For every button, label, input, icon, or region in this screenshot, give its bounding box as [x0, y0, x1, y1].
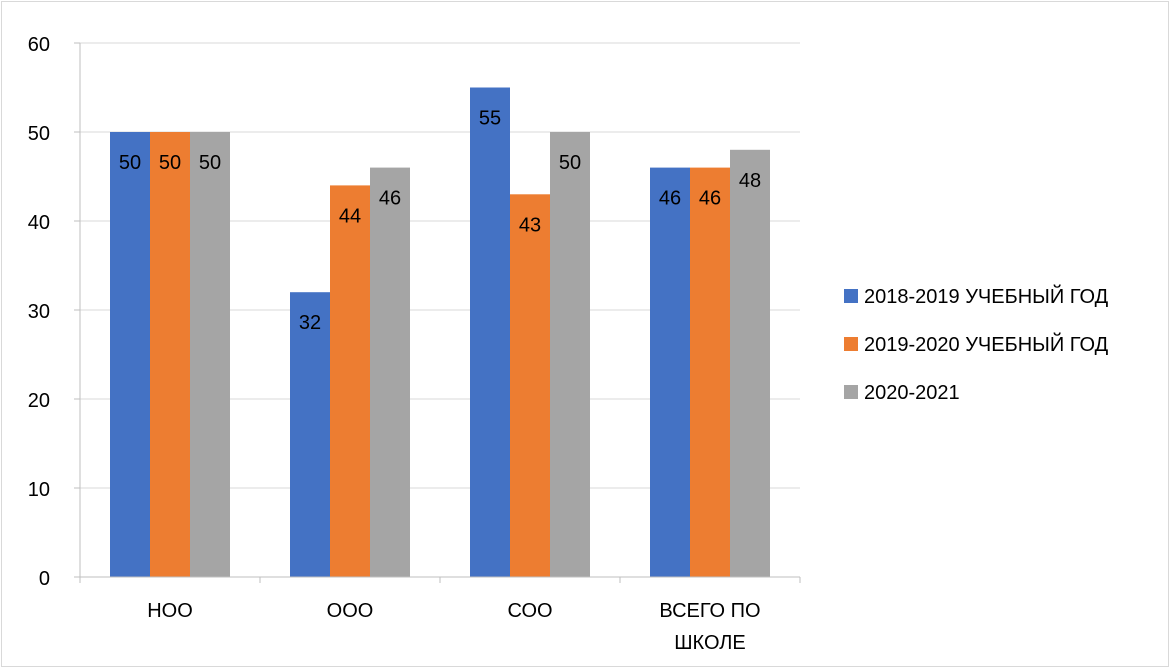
bar	[690, 167, 730, 577]
data-labels: 50 50 50 32 44 46 55 43 50 46 46 48	[119, 108, 761, 335]
bars	[110, 87, 770, 578]
data-label: 43	[519, 214, 541, 236]
bar	[650, 167, 690, 577]
bar	[290, 292, 330, 577]
legend-swatch	[844, 289, 858, 303]
y-tick-label: 10	[28, 479, 50, 501]
bar	[150, 132, 190, 577]
data-label: 44	[339, 205, 361, 227]
bar	[730, 149, 770, 578]
y-tick-label: 30	[28, 301, 50, 323]
bar	[550, 132, 590, 577]
legend-label: 2019-2020 УЧЕБНЫЙ ГОД	[864, 332, 1109, 356]
y-tick-label: 40	[28, 212, 50, 234]
data-label: 48	[739, 170, 761, 192]
bar	[190, 132, 230, 577]
bar	[370, 167, 410, 577]
y-tick-label: 50	[28, 123, 50, 145]
x-category-label: НОО	[147, 600, 193, 622]
data-label: 46	[659, 188, 681, 210]
y-tick-label: 0	[39, 568, 50, 590]
bar	[110, 132, 150, 577]
x-category-label: ООО	[327, 600, 374, 622]
bar	[510, 194, 550, 578]
data-label: 50	[159, 152, 181, 174]
x-category-label: СОО	[507, 600, 552, 622]
legend-swatch	[844, 337, 858, 351]
legend-label: 2018-2019 УЧЕБНЫЙ ГОД	[864, 284, 1109, 308]
data-label: 46	[699, 188, 721, 210]
legend-label: 2020-2021	[864, 382, 960, 404]
data-label: 50	[559, 152, 581, 174]
x-category-label: ВСЕГО ПО ШКОЛЕ	[659, 600, 760, 654]
y-tick-label: 60	[28, 34, 50, 56]
bar	[470, 87, 510, 577]
data-label: 50	[199, 152, 221, 174]
y-tick-label: 20	[28, 390, 50, 412]
legend: 2018-2019 УЧЕБНЫЙ ГОД 2019-2020 УЧЕБНЫЙ Г…	[844, 284, 1109, 404]
data-label: 32	[299, 312, 321, 334]
data-label: 46	[379, 188, 401, 210]
bar	[330, 185, 370, 577]
data-label: 50	[119, 152, 141, 174]
axes: 0 10 20 30 40 50 60 НОО ООО СОО ВСЕГО ПО ШКОЛЕ	[28, 34, 801, 654]
legend-swatch	[844, 385, 858, 399]
data-label: 55	[479, 108, 501, 130]
